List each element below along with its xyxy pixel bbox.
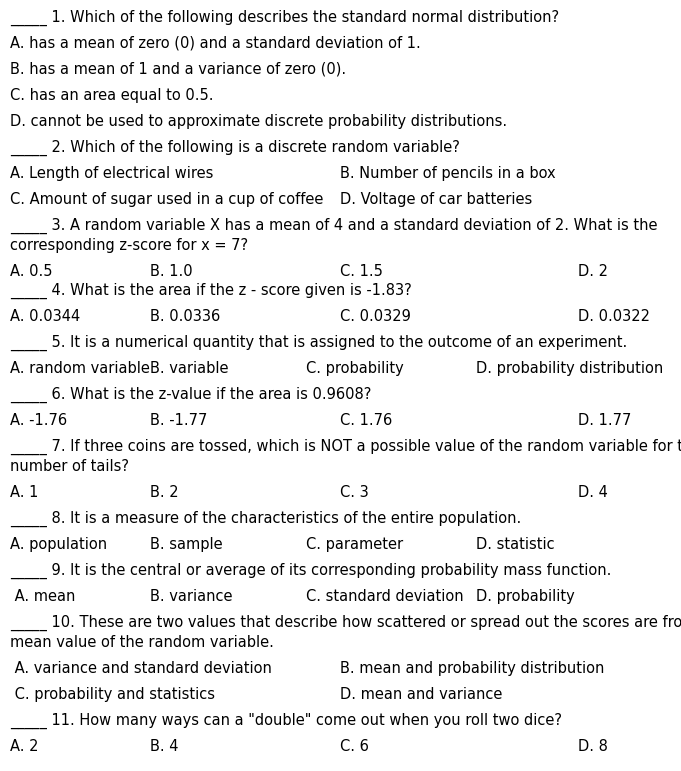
Text: D. 0.0322: D. 0.0322 — [578, 309, 650, 324]
Text: A. 1: A. 1 — [10, 485, 38, 500]
Text: B. mean and probability distribution: B. mean and probability distribution — [340, 661, 604, 676]
Text: C. probability and statistics: C. probability and statistics — [10, 687, 215, 702]
Text: A. mean: A. mean — [10, 589, 76, 604]
Text: B. sample: B. sample — [150, 537, 223, 552]
Text: D. cannot be used to approximate discrete probability distributions.: D. cannot be used to approximate discret… — [10, 114, 507, 129]
Text: D. 4: D. 4 — [578, 485, 608, 500]
Text: _____ 3. A random variable X has a mean of 4 and a standard deviation of 2. What: _____ 3. A random variable X has a mean … — [10, 218, 657, 234]
Text: B. has a mean of 1 and a variance of zero (0).: B. has a mean of 1 and a variance of zer… — [10, 62, 346, 77]
Text: C. standard deviation: C. standard deviation — [306, 589, 464, 604]
Text: C. Amount of sugar used in a cup of coffee: C. Amount of sugar used in a cup of coff… — [10, 192, 323, 207]
Text: C. 1.5: C. 1.5 — [340, 264, 383, 279]
Text: D. probability: D. probability — [476, 589, 575, 604]
Text: _____ 5. It is a numerical quantity that is assigned to the outcome of an experi: _____ 5. It is a numerical quantity that… — [10, 335, 627, 352]
Text: D. statistic: D. statistic — [476, 537, 554, 552]
Text: D. 1.77: D. 1.77 — [578, 413, 631, 428]
Text: _____ 4. What is the area if the z - score given is -1.83?: _____ 4. What is the area if the z - sco… — [10, 283, 412, 299]
Text: A. 0.0344: A. 0.0344 — [10, 309, 80, 324]
Text: C. 0.0329: C. 0.0329 — [340, 309, 411, 324]
Text: A. Length of electrical wires: A. Length of electrical wires — [10, 166, 213, 181]
Text: B. 2: B. 2 — [150, 485, 178, 500]
Text: A. random variable: A. random variable — [10, 361, 150, 376]
Text: C. probability: C. probability — [306, 361, 404, 376]
Text: B. -1.77: B. -1.77 — [150, 413, 208, 428]
Text: D. mean and variance: D. mean and variance — [340, 687, 503, 702]
Text: B. 0.0336: B. 0.0336 — [150, 309, 220, 324]
Text: D. 8: D. 8 — [578, 739, 608, 754]
Text: C. has an area equal to 0.5.: C. has an area equal to 0.5. — [10, 88, 214, 103]
Text: C. 3: C. 3 — [340, 485, 368, 500]
Text: B. variable: B. variable — [150, 361, 229, 376]
Text: _____ 7. If three coins are tossed, which is NOT a possible value of the random : _____ 7. If three coins are tossed, whic… — [10, 439, 681, 455]
Text: D. Voltage of car batteries: D. Voltage of car batteries — [340, 192, 533, 207]
Text: B. 4: B. 4 — [150, 739, 178, 754]
Text: _____ 6. What is the z-value if the area is 0.9608?: _____ 6. What is the z-value if the area… — [10, 387, 371, 403]
Text: _____ 1. Which of the following describes the standard normal distribution?: _____ 1. Which of the following describe… — [10, 10, 559, 26]
Text: _____ 8. It is a measure of the characteristics of the entire population.: _____ 8. It is a measure of the characte… — [10, 511, 521, 527]
Text: A. 2: A. 2 — [10, 739, 39, 754]
Text: B. variance: B. variance — [150, 589, 232, 604]
Text: D. 2: D. 2 — [578, 264, 608, 279]
Text: A. variance and standard deviation: A. variance and standard deviation — [10, 661, 272, 676]
Text: A. -1.76: A. -1.76 — [10, 413, 67, 428]
Text: A. 0.5: A. 0.5 — [10, 264, 52, 279]
Text: D. probability distribution: D. probability distribution — [476, 361, 663, 376]
Text: A. has a mean of zero (0) and a standard deviation of 1.: A. has a mean of zero (0) and a standard… — [10, 36, 421, 51]
Text: mean value of the random variable.: mean value of the random variable. — [10, 635, 274, 650]
Text: C. 1.76: C. 1.76 — [340, 413, 392, 428]
Text: C. 6: C. 6 — [340, 739, 369, 754]
Text: corresponding z-score for x = 7?: corresponding z-score for x = 7? — [10, 238, 248, 253]
Text: B. Number of pencils in a box: B. Number of pencils in a box — [340, 166, 556, 181]
Text: _____ 11. How many ways can a "double" come out when you roll two dice?: _____ 11. How many ways can a "double" c… — [10, 713, 562, 729]
Text: _____ 9. It is the central or average of its corresponding probability mass func: _____ 9. It is the central or average of… — [10, 563, 612, 579]
Text: C. parameter: C. parameter — [306, 537, 403, 552]
Text: A. population: A. population — [10, 537, 107, 552]
Text: _____ 2. Which of the following is a discrete random variable?: _____ 2. Which of the following is a dis… — [10, 140, 460, 157]
Text: number of tails?: number of tails? — [10, 459, 129, 474]
Text: _____ 10. These are two values that describe how scattered or spread out the sco: _____ 10. These are two values that desc… — [10, 615, 681, 631]
Text: B. 1.0: B. 1.0 — [150, 264, 193, 279]
